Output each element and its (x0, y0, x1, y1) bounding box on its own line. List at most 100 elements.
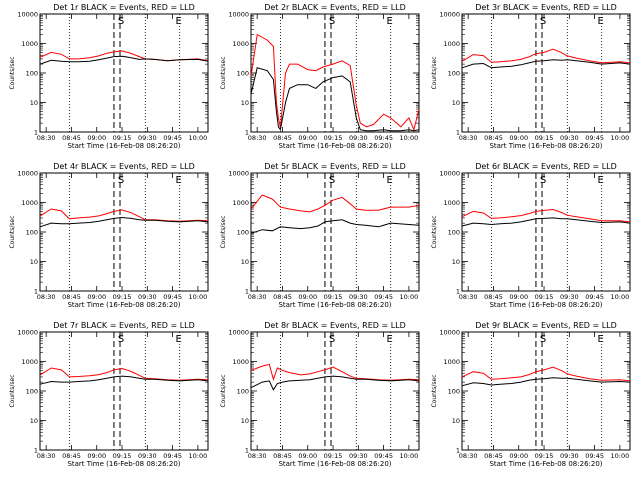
x-axis-label: Start Time (16-Feb-08 08:26:20) (67, 460, 180, 468)
x-tick-label: 08:30 (459, 452, 478, 460)
end-marker-label: E (598, 175, 604, 186)
end-marker-label: E (176, 16, 182, 27)
panel-title: Det 9r BLACK = Events, RED = LLD (475, 321, 617, 330)
x-tick-label: 09:15 (113, 293, 132, 301)
x-tick-label: 08:45 (62, 134, 81, 142)
events-series-line (39, 55, 209, 65)
start-marker-label: S (329, 16, 335, 27)
events-series-line (461, 59, 631, 69)
panel-6: Det 6r BLACK = Events, RED = LLD 1 10 100 10… (431, 162, 631, 309)
end-marker-label: E (598, 334, 604, 345)
plot-frame (461, 172, 631, 292)
panel-title: Det 5r BLACK = Events, RED = LLD (264, 162, 406, 171)
x-tick-label: 09:45 (585, 293, 604, 301)
plot-frame (39, 13, 209, 133)
x-tick-label: 10:00 (189, 134, 208, 142)
y-tick-label: 1 (456, 129, 460, 137)
start-marker-label: S (329, 334, 335, 345)
x-tick-label: 09:15 (324, 452, 343, 460)
lld-series-line (39, 208, 209, 222)
panel-4: Det 4r BLACK = Events, RED = LLD 1 10 100 10… (9, 162, 209, 309)
x-tick-label: 08:45 (484, 134, 503, 142)
panel-2: Det 2r BLACK = Events, RED = LLD 1 10 100 10… (220, 3, 420, 150)
panel-title: Det 3r BLACK = Events, RED = LLD (475, 3, 617, 12)
x-tick-label: 10:00 (189, 293, 208, 301)
x-tick-label: 10:00 (189, 452, 208, 460)
y-tick-label: 1 (456, 288, 460, 296)
x-axis-label: Start Time (16-Feb-08 08:26:20) (278, 460, 391, 468)
lld-series-line (461, 366, 631, 382)
x-axis-label: Start Time (16-Feb-08 08:26:20) (489, 142, 602, 150)
y-tick-label: 10000 (439, 329, 460, 337)
x-tick-label: 09:30 (138, 293, 157, 301)
y-tick-label: 1000 (443, 40, 460, 48)
x-tick-label: 09:45 (163, 293, 182, 301)
panel-5: Det 5r BLACK = Events, RED = LLD 1 10 100 10… (220, 162, 420, 309)
end-marker-label: E (598, 16, 604, 27)
y-tick-label: 1000 (443, 358, 460, 366)
end-marker-label: E (387, 16, 393, 27)
x-tick-label: 09:15 (535, 452, 554, 460)
y-tick-label: 100 (26, 229, 38, 237)
panel-title: Det 1r BLACK = Events, RED = LLD (53, 3, 195, 12)
x-tick-label: 09:15 (535, 293, 554, 301)
y-tick-label: 1000 (21, 358, 38, 366)
start-marker-label: S (118, 175, 124, 186)
x-tick-label: 08:30 (248, 452, 267, 460)
y-tick-label: 10000 (439, 11, 460, 19)
x-tick-label: 09:45 (163, 452, 182, 460)
lld-series-line (250, 194, 420, 213)
x-tick-label: 09:00 (509, 452, 528, 460)
y-tick-label: 1000 (21, 40, 38, 48)
y-tick-label: 10 (452, 99, 460, 107)
x-tick-label: 09:15 (324, 134, 343, 142)
lld-series-line (461, 48, 631, 64)
y-tick-label: 1000 (443, 199, 460, 207)
start-marker-label: S (329, 175, 335, 186)
y-tick-label: 10 (452, 417, 460, 425)
lld-series-line (461, 208, 631, 223)
plot-frame (39, 172, 209, 292)
x-tick-label: 09:00 (509, 293, 528, 301)
start-marker-label: S (540, 334, 546, 345)
x-tick-label: 09:45 (374, 134, 393, 142)
end-marker-label: E (176, 175, 182, 186)
y-axis-label: Counts/sec (9, 56, 16, 89)
y-tick-label: 100 (448, 229, 460, 237)
x-tick-label: 08:30 (248, 293, 267, 301)
y-axis-label: Counts/sec (431, 215, 438, 248)
y-tick-label: 10000 (228, 329, 249, 337)
x-tick-label: 08:30 (37, 452, 56, 460)
panel-8: Det 8r BLACK = Events, RED = LLD 1 10 100 10… (220, 321, 420, 468)
y-axis-label: Counts/sec (431, 374, 438, 407)
start-marker-label: S (540, 16, 546, 27)
x-tick-label: 09:15 (324, 293, 343, 301)
x-tick-label: 08:30 (459, 134, 478, 142)
x-tick-label: 09:00 (298, 134, 317, 142)
plot-frame (461, 13, 631, 133)
y-tick-label: 100 (26, 70, 38, 78)
panel-title: Det 6r BLACK = Events, RED = LLD (475, 162, 617, 171)
y-tick-label: 1000 (232, 40, 249, 48)
x-tick-label: 09:30 (560, 452, 579, 460)
x-tick-label: 10:00 (400, 293, 419, 301)
plot-frame (250, 172, 420, 292)
x-tick-label: 08:30 (37, 293, 56, 301)
panel-9: Det 9r BLACK = Events, RED = LLD 1 10 100 10… (431, 321, 631, 468)
x-axis-label: Start Time (16-Feb-08 08:26:20) (278, 142, 391, 150)
x-tick-label: 09:00 (87, 293, 106, 301)
x-tick-label: 08:45 (273, 293, 292, 301)
x-tick-label: 08:45 (273, 134, 292, 142)
panel-title: Det 8r BLACK = Events, RED = LLD (264, 321, 406, 330)
panel-3: Det 3r BLACK = Events, RED = LLD 1 10 100 10… (431, 3, 631, 150)
y-tick-label: 10000 (228, 170, 249, 178)
start-marker-label: S (118, 334, 124, 345)
plot-frame (250, 331, 420, 451)
x-tick-label: 09:30 (349, 134, 368, 142)
x-tick-label: 09:00 (298, 452, 317, 460)
events-series-line (250, 219, 420, 234)
events-series-line (250, 67, 420, 132)
x-tick-label: 08:30 (459, 293, 478, 301)
x-axis-label: Start Time (16-Feb-08 08:26:20) (67, 301, 180, 309)
y-tick-label: 100 (237, 388, 249, 396)
